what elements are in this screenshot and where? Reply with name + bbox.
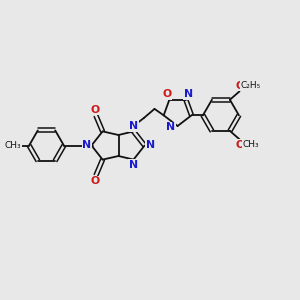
Text: CH₃: CH₃ <box>243 140 259 149</box>
Text: O: O <box>162 89 172 99</box>
Text: O: O <box>236 140 245 150</box>
Text: O: O <box>91 176 100 186</box>
Text: N: N <box>129 160 138 170</box>
Text: N: N <box>167 122 176 133</box>
Text: N: N <box>184 89 193 99</box>
Text: C₂H₅: C₂H₅ <box>241 81 261 90</box>
Text: O: O <box>91 105 100 115</box>
Text: O: O <box>236 81 245 91</box>
Text: N: N <box>146 140 155 151</box>
Text: N: N <box>129 121 138 131</box>
Text: N: N <box>82 140 91 151</box>
Text: CH₃: CH₃ <box>4 141 21 150</box>
